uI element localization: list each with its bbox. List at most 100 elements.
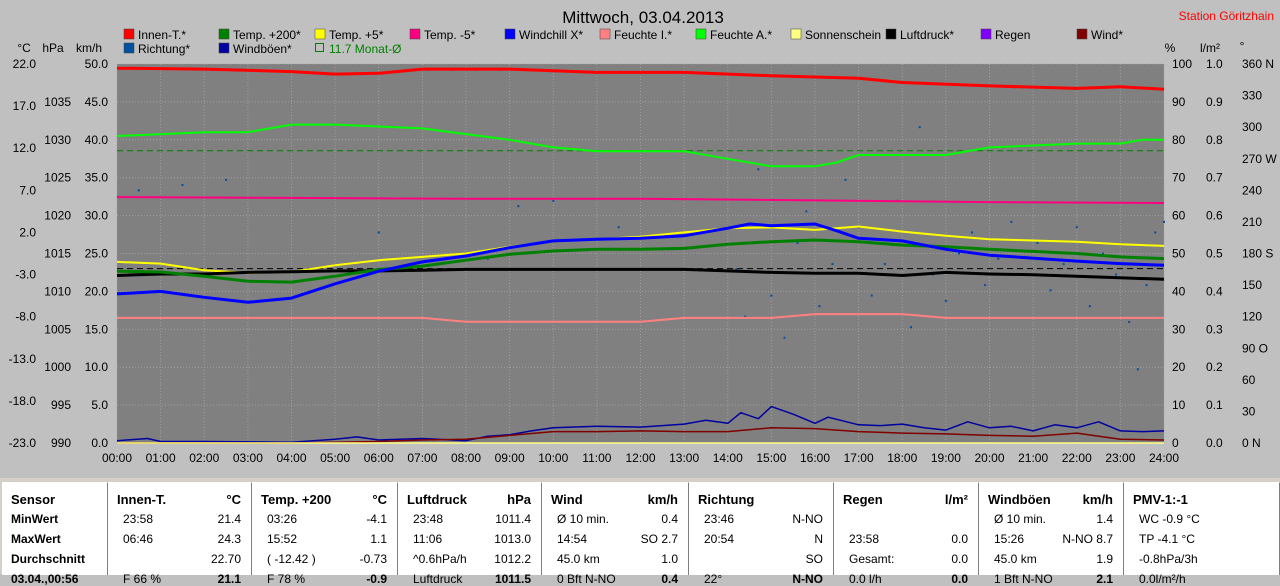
stats-cell-value: 1.1 bbox=[370, 532, 387, 546]
tick-label-hpa: 990 bbox=[51, 436, 71, 450]
direction-point bbox=[818, 305, 821, 308]
direction-point bbox=[1101, 252, 1104, 255]
legend-label: Temp. +5* bbox=[329, 28, 384, 42]
tick-label-celsius: -18.0 bbox=[9, 394, 37, 408]
unit-degree: ° bbox=[1240, 39, 1245, 53]
tick-label-x: 00:00 bbox=[102, 451, 132, 465]
series-lines bbox=[116, 66, 1165, 444]
tick-label-hpa: 1025 bbox=[44, 171, 71, 185]
direction-point bbox=[377, 231, 380, 234]
direction-point bbox=[1010, 220, 1013, 223]
stats-cell-label: 22° bbox=[704, 572, 723, 586]
direction-point bbox=[617, 226, 620, 229]
unit-percent: % bbox=[1165, 41, 1176, 55]
stats-cell-label: Gesamt: bbox=[849, 552, 895, 566]
stats-cell-label: 23:58 bbox=[849, 532, 880, 546]
tick-label-x: 13:00 bbox=[669, 451, 699, 465]
stats-cell-label: Luftdruck bbox=[407, 492, 467, 507]
tick-label-deg: 30 bbox=[1242, 404, 1256, 418]
tick-label-celsius: -3.0 bbox=[15, 268, 36, 282]
stats-column: Windböen km/h Ø 10 min. 1.4 15:26 N-NO 8.7 45.… bbox=[979, 482, 1124, 586]
legend-label: Feuchte A.* bbox=[710, 28, 772, 42]
tick-label-celsius: 22.0 bbox=[13, 57, 37, 71]
stats-cell-value: 21.1 bbox=[217, 572, 241, 586]
stats-cell-label: 03.04.,00:56 bbox=[11, 572, 79, 586]
direction-point bbox=[870, 294, 873, 297]
unit-kmh: km/h bbox=[76, 41, 102, 55]
direction-point bbox=[957, 252, 960, 255]
tick-label-x: 15:00 bbox=[756, 451, 786, 465]
stats-cell-value: km/h bbox=[1082, 492, 1113, 507]
direction-point bbox=[1088, 305, 1091, 308]
stats-cell-label: WC -0.9 °C bbox=[1139, 512, 1200, 526]
direction-point bbox=[744, 315, 747, 318]
legend-swatch bbox=[790, 28, 802, 40]
tick-label-lm2: 0.9 bbox=[1206, 95, 1223, 109]
legend: Innen-T.* Temp. +200* Temp. +5* Temp. -5* Wi… bbox=[123, 28, 1123, 56]
stats-cell-label: ( -12.42 ) bbox=[267, 552, 316, 566]
legend-swatch bbox=[409, 28, 421, 40]
tick-labels: 22.0 17.0 12.0 7.0 2.0 -3.0 -8.0 -13.0 -18.0 -23.… bbox=[9, 57, 1278, 465]
tick-label-x: 05:00 bbox=[320, 451, 350, 465]
tick-label-deg: 330 bbox=[1242, 89, 1262, 103]
tick-label-x: 11:00 bbox=[582, 451, 611, 465]
tick-label-x: 09:00 bbox=[495, 451, 525, 465]
stats-cell-label: Temp. +200 bbox=[261, 492, 332, 507]
direction-point bbox=[552, 199, 555, 202]
direction-point bbox=[1128, 320, 1131, 323]
tick-label-lm2: 0.4 bbox=[1206, 284, 1223, 298]
tick-label-celsius: -8.0 bbox=[15, 310, 36, 324]
tick-label-x: 01:00 bbox=[146, 451, 176, 465]
stats-cell-value: 0.4 bbox=[661, 512, 678, 526]
legend-swatch bbox=[695, 28, 707, 40]
legend-label: Luftdruck* bbox=[900, 28, 954, 42]
stats-column: Temp. +200 °C 03:26 -4.1 15:52 1.1 ( -12.42 ) -… bbox=[252, 482, 398, 586]
legend-swatch bbox=[218, 42, 230, 54]
direction-point bbox=[909, 326, 912, 329]
tick-label-hpa: 1015 bbox=[44, 247, 71, 261]
stats-cell-label: Windböen bbox=[988, 492, 1051, 507]
tick-label-x: 21:00 bbox=[1018, 451, 1048, 465]
legend-label: Temp. +200* bbox=[233, 28, 301, 42]
stats-cell-value: km/h bbox=[647, 492, 678, 507]
tick-label-pct: 70 bbox=[1172, 171, 1186, 185]
series-line bbox=[116, 222, 1165, 304]
stats-cell-label: Innen-T. bbox=[117, 492, 167, 507]
stats-cell-value: 0.0 bbox=[951, 572, 968, 586]
direction-point bbox=[770, 294, 773, 297]
tick-label-x: 22:00 bbox=[1062, 451, 1092, 465]
stats-cell-label: Regen bbox=[843, 492, 883, 507]
tick-label-kmh: 45.0 bbox=[85, 95, 109, 109]
tick-label-hpa: 1000 bbox=[44, 360, 71, 374]
stats-cell-label: Luftdruck bbox=[413, 572, 463, 586]
tick-label-lm2: 0.8 bbox=[1206, 133, 1223, 147]
tick-label-x: 16:00 bbox=[800, 451, 830, 465]
tick-label-lm2: 1.0 bbox=[1206, 57, 1223, 71]
stats-cell-label: 0.0l/m²/h bbox=[1139, 572, 1186, 586]
tick-label-hpa: 1030 bbox=[44, 133, 71, 147]
stats-cell-value: 2.1 bbox=[1096, 572, 1113, 586]
stats-table: Sensor MinWert MaxWert Durchschnitt 03.04.,0… bbox=[0, 478, 1280, 586]
legend-label: Feuchte I.* bbox=[614, 28, 672, 42]
stats-cell-value: N-NO bbox=[792, 512, 823, 526]
tick-label-x: 20:00 bbox=[974, 451, 1004, 465]
legend-swatch bbox=[1076, 28, 1088, 40]
tick-label-hpa: 1005 bbox=[44, 322, 71, 336]
stats-cell-label: 23:46 bbox=[704, 512, 735, 526]
stats-cell-value: 22.70 bbox=[210, 552, 241, 566]
direction-point bbox=[1049, 289, 1052, 292]
series-line bbox=[117, 313, 1164, 323]
stats-cell-value: 1012.2 bbox=[494, 552, 531, 566]
stats-cell-value: N-NO 8.7 bbox=[1062, 532, 1113, 546]
tick-label-kmh: 5.0 bbox=[91, 398, 108, 412]
tick-label-x: 04:00 bbox=[276, 451, 306, 465]
tick-label-deg: 270 W bbox=[1242, 152, 1277, 166]
stats-cell-value: 24.3 bbox=[217, 532, 241, 546]
legend-swatch bbox=[314, 28, 326, 40]
tick-label-hpa: 1010 bbox=[44, 284, 71, 298]
tick-label-pct: 80 bbox=[1172, 133, 1186, 147]
tick-label-pct: 90 bbox=[1172, 95, 1186, 109]
direction-point bbox=[486, 257, 489, 260]
tick-label-deg: 150 bbox=[1242, 278, 1262, 292]
legend-swatch bbox=[123, 42, 135, 54]
